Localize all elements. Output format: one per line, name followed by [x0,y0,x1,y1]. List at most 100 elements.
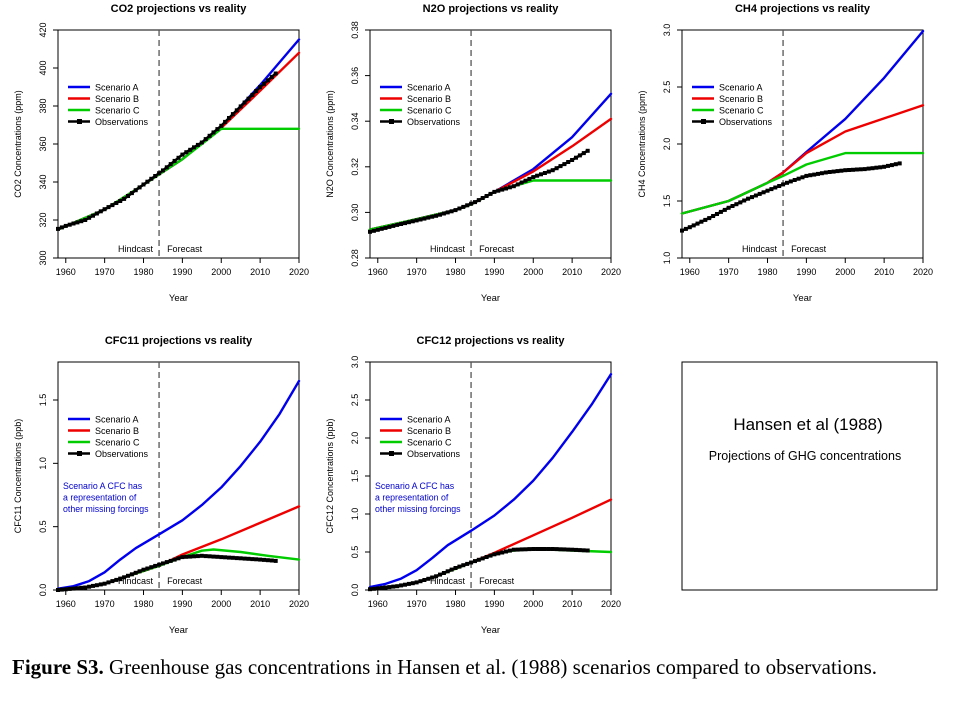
legend-label-scenario-c: Scenario C [407,438,452,448]
observation-point [375,227,380,232]
note-line: Scenario A CFC has [375,481,455,491]
series-line-scenario-a [56,38,301,231]
note-line: Scenario A CFC has [63,481,143,491]
x-tick-label-1960: 1960 [368,267,388,277]
observation-point [680,228,684,233]
y-tick-label-2-5: 2.5 [662,81,672,94]
y-tick-label-3-0: 3.0 [350,356,360,369]
observation-point [168,558,173,563]
hindcast-label: Hindcast [742,244,778,254]
y-tick-label-1-0: 1.0 [350,508,360,521]
observation-point [827,170,832,174]
observation-point [211,554,216,559]
observation-point [839,168,844,173]
observation-point [566,160,571,164]
observation-point [886,163,890,168]
forecast-label: Forecast [167,576,203,586]
observation-point [726,205,731,210]
x-tick-label-1980: 1980 [758,267,778,277]
hindcast-label: Hindcast [118,576,154,586]
observation-markers [56,71,278,231]
observation-point [250,557,255,562]
observation-point [862,167,867,172]
legend-label-scenario-b: Scenario B [407,426,451,436]
observation-point [695,221,700,226]
observation-point [453,208,458,213]
y-tick-label-320: 320 [38,212,48,227]
observation-point [238,556,243,561]
observation-point [742,198,747,203]
x-tick-label-2000: 2000 [523,267,543,277]
observation-point [265,558,270,563]
observation-point [102,581,107,586]
observation-point [67,586,72,591]
observation-point [59,225,64,230]
observation-point [406,581,411,586]
observation-point [430,214,435,219]
observation-point [449,209,454,214]
observation-point [161,168,165,173]
chart-title: CO2 projections vs reality [111,3,248,15]
observation-point [269,558,274,563]
observation-point [391,223,396,228]
observation-point [515,547,520,552]
chart-panel-ch4: CH4 projections vs reality 1960 1970 1980 19… [637,3,933,304]
hindcast-label: Hindcast [118,244,154,254]
x-tick-label-1960: 1960 [56,267,76,277]
observation-point [223,555,228,560]
observation-point [422,216,427,221]
observation-point [488,191,493,196]
chart-title: CH4 projections vs reality [735,3,871,15]
legend-marker-observations [389,119,394,124]
observation-point [570,547,575,552]
observation-point [387,224,392,229]
x-tick-label-1990: 1990 [172,599,192,609]
observation-point [480,196,485,200]
x-tick-label-2010: 2010 [562,599,582,609]
y-tick-label-380: 380 [38,98,48,113]
x-tick-label-1970: 1970 [407,599,427,609]
x-tick-label-1980: 1980 [134,599,154,609]
x-axis-label: Year [481,293,500,304]
y-tick-label-1-5: 1.5 [350,470,360,483]
y-tick-label-3-0: 3.0 [662,24,672,37]
observation-point [808,173,813,178]
plot-frame [57,29,300,259]
observation-point [792,178,797,182]
observation-point [418,579,423,584]
legend-label-observations: Observations [407,117,461,127]
observation-point [188,147,193,152]
observation-point [542,547,547,551]
legend-label-scenario-b: Scenario B [95,94,139,104]
y-tick-label-0-30: 0.30 [350,204,360,222]
observation-point [122,575,127,580]
observation-point [399,222,404,226]
y-tick-label-0-34: 0.34 [350,112,360,130]
observation-point [715,212,719,216]
observation-point [835,169,840,174]
observation-point [98,209,103,214]
observation-point [114,577,119,582]
observation-point [133,188,138,193]
observation-point [383,225,388,230]
legend-label-scenario-c: Scenario C [407,106,452,116]
observation-point [106,205,111,210]
chart-panel-cfc12: CFC12 projections vs reality 1960 1970 1980… [325,335,621,636]
observation-point [870,166,875,171]
observation-point [118,576,123,581]
observation-point [273,558,278,563]
observation-point [570,158,575,162]
observation-point [445,210,450,215]
observation-point [265,78,270,83]
observation-point [403,221,407,226]
legend-label-scenario-a: Scenario A [95,415,139,425]
observation-point [219,555,224,560]
observation-point [102,207,107,212]
x-tick-label-1970: 1970 [719,267,739,277]
observation-point [558,164,563,169]
info-box-title: Hansen et al (1988) [733,415,882,434]
observation-point [819,171,824,176]
observation-point [230,555,235,560]
